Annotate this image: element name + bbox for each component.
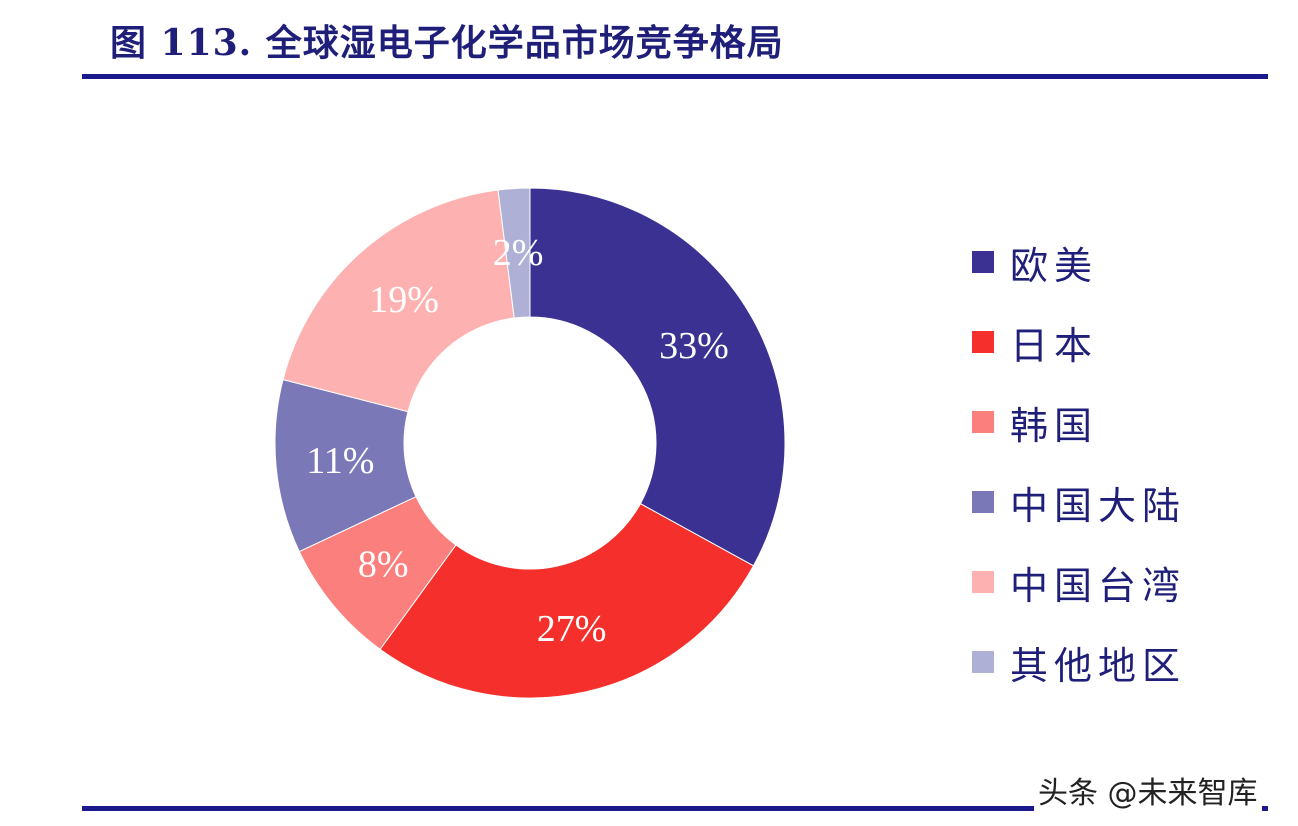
legend-label: 欧美 bbox=[1010, 243, 1099, 288]
legend-swatch bbox=[972, 571, 994, 593]
legend-swatch bbox=[972, 411, 994, 433]
donut-slice bbox=[282, 189, 515, 413]
legend-swatch bbox=[972, 331, 994, 353]
donut-slice bbox=[497, 187, 531, 319]
legend-item-europe-america: 欧美 bbox=[972, 222, 1186, 302]
legend-item-mainland-china: 中国大陆 bbox=[972, 462, 1186, 542]
slice-value-label: 27% bbox=[537, 608, 607, 650]
donut-slice bbox=[529, 187, 786, 567]
legend-label: 中国台湾 bbox=[1010, 563, 1187, 608]
legend-item-other-regions: 其他地区 bbox=[972, 622, 1186, 702]
watermark: 头条 @未来智库 bbox=[1034, 768, 1262, 812]
donut-slices bbox=[274, 187, 786, 699]
slice-value-label: 11% bbox=[306, 440, 374, 482]
legend-item-japan: 日本 bbox=[972, 302, 1186, 382]
legend-swatch bbox=[972, 251, 994, 273]
legend-swatch bbox=[972, 651, 994, 673]
legend-label: 日本 bbox=[1010, 323, 1099, 368]
legend-item-korea: 韩国 bbox=[972, 382, 1186, 462]
donut-slice bbox=[379, 503, 755, 699]
top-divider bbox=[82, 74, 1268, 79]
legend-label: 韩国 bbox=[1010, 403, 1099, 448]
legend: 欧美 日本 韩国 中国大陆 中国台湾 其他地区 bbox=[972, 222, 1186, 702]
legend-item-taiwan: 中国台湾 bbox=[972, 542, 1186, 622]
legend-label: 其他地区 bbox=[1010, 643, 1187, 688]
slice-value-label: 19% bbox=[369, 279, 439, 321]
slice-value-label: 2% bbox=[493, 232, 544, 274]
slice-value-label: 8% bbox=[358, 543, 409, 585]
slice-value-label: 33% bbox=[659, 325, 729, 367]
bottom-divider bbox=[82, 806, 1268, 811]
chart-title: 图 113. 全球湿电子化学品市场竞争格局 bbox=[110, 22, 784, 64]
legend-swatch bbox=[972, 491, 994, 513]
legend-label: 中国大陆 bbox=[1010, 483, 1187, 528]
slice-labels: 33% 27% 8% 11% 19% 2% bbox=[306, 232, 729, 650]
